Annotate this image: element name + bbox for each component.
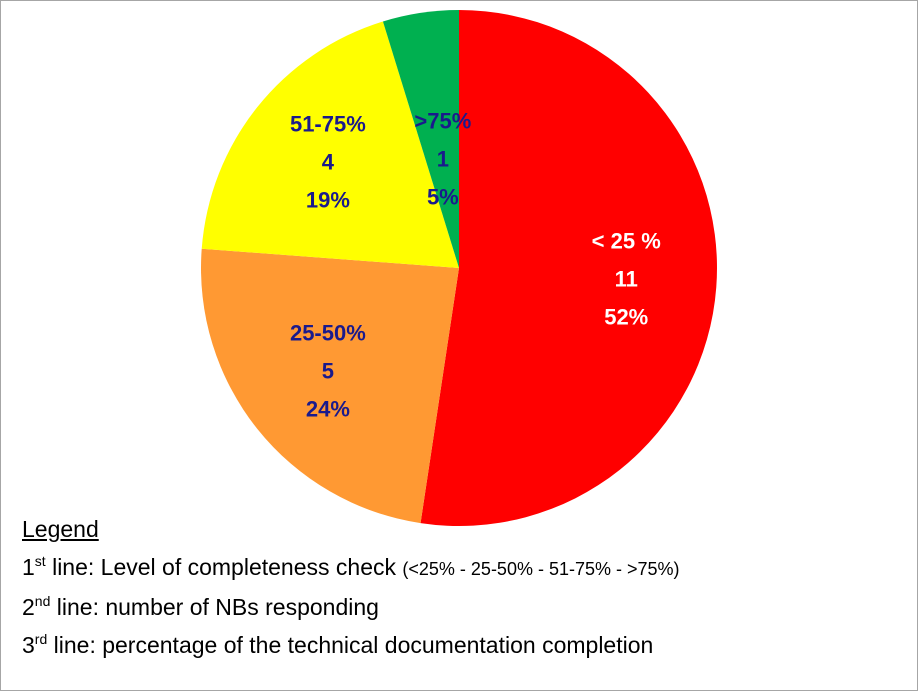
slice-value: 11 (615, 266, 638, 291)
legend-line: 1st line: Level of completeness check (<… (22, 548, 680, 588)
slice-percent: 52% (604, 304, 648, 329)
pie-slice (201, 21, 459, 268)
pie-slice (382, 10, 459, 268)
legend-text: line: percentage of the technical docume… (47, 632, 654, 658)
legend-ordinal-suffix: st (34, 553, 46, 569)
pie-slice (420, 10, 717, 526)
legend-title: Legend (22, 516, 99, 542)
legend-ordinal-suffix: nd (34, 593, 51, 609)
slice-percent: 24% (306, 396, 350, 421)
legend: Legend 1st line: Level of completeness c… (22, 510, 680, 664)
legend-ordinal: 3 (22, 632, 35, 658)
pie-slice (200, 248, 460, 524)
legend-note: (<25% - 25-50% - 51-75% - >75%) (402, 559, 680, 579)
legend-text: line: Level of completeness check (45, 554, 403, 580)
legend-ordinal: 1 (22, 554, 35, 580)
slice-category: < 25 % (592, 228, 661, 253)
legend-line: 3rd line: percentage of the technical do… (22, 626, 680, 664)
slice-value: 1 (437, 147, 449, 172)
slice-percent: 5% (427, 185, 459, 210)
slice-category: >75% (414, 109, 471, 134)
legend-ordinal: 2 (22, 594, 35, 620)
slice-category: 51-75% (290, 111, 366, 136)
slice-value: 4 (322, 149, 335, 174)
slice-value: 5 (322, 358, 334, 383)
slice-category: 25-50% (290, 320, 366, 345)
slice-percent: 19% (306, 187, 350, 212)
legend-line: 2nd line: number of NBs responding (22, 588, 680, 626)
legend-text: line: number of NBs responding (50, 594, 379, 620)
legend-ordinal-suffix: rd (34, 631, 48, 647)
